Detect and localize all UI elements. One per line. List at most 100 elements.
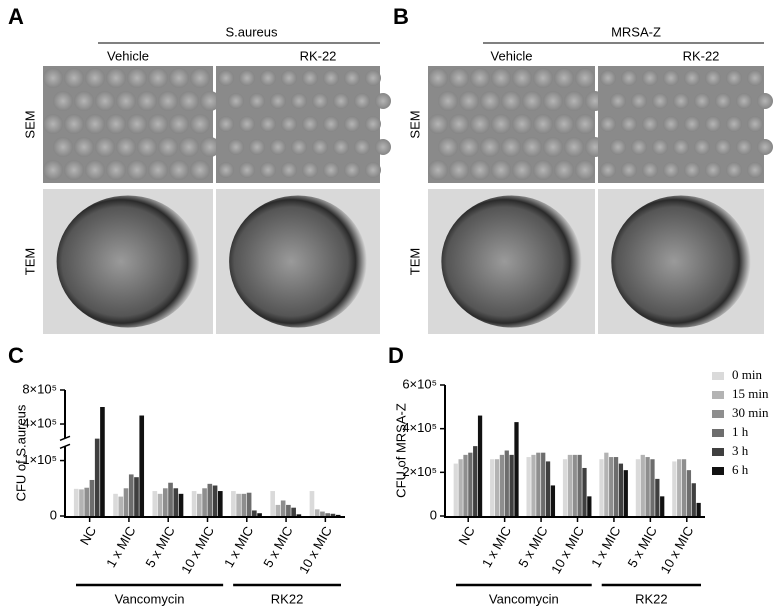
bar bbox=[604, 452, 609, 516]
cell bbox=[56, 195, 200, 328]
bar bbox=[599, 459, 604, 516]
coccus bbox=[600, 70, 616, 86]
coccus bbox=[673, 139, 689, 155]
coccus bbox=[270, 139, 286, 155]
bar bbox=[217, 491, 223, 516]
bar bbox=[453, 463, 458, 516]
coccus bbox=[694, 139, 710, 155]
bar bbox=[577, 454, 582, 516]
bar bbox=[582, 467, 587, 516]
bar bbox=[113, 493, 118, 516]
coccus bbox=[554, 68, 574, 88]
coccus bbox=[43, 114, 63, 134]
coccus bbox=[127, 114, 147, 134]
coccus bbox=[600, 116, 616, 132]
coccus bbox=[621, 70, 637, 86]
bar bbox=[173, 488, 179, 516]
bar bbox=[73, 488, 79, 516]
x-tick-label: 5 x MIC bbox=[142, 524, 177, 570]
coccus bbox=[333, 139, 349, 155]
coccus bbox=[642, 162, 658, 178]
coccus bbox=[375, 93, 391, 109]
coccus bbox=[281, 162, 297, 178]
legend-swatch bbox=[712, 372, 724, 380]
coccus bbox=[705, 162, 721, 178]
coccus bbox=[137, 137, 157, 157]
x-tick-label: 5 x MIC bbox=[260, 524, 295, 570]
column-label: Vehicle bbox=[491, 48, 533, 63]
coccus bbox=[344, 70, 360, 86]
coccus bbox=[533, 160, 553, 180]
coccus bbox=[642, 116, 658, 132]
y-tick-label: 4×10⁵ bbox=[22, 415, 57, 430]
coccus bbox=[564, 91, 584, 111]
coccus bbox=[438, 91, 458, 111]
bar bbox=[123, 488, 129, 516]
x-tick-label: 1 x MIC bbox=[588, 524, 623, 570]
coccus bbox=[631, 93, 647, 109]
coccus bbox=[64, 114, 84, 134]
coccus bbox=[470, 114, 490, 134]
coccus bbox=[491, 114, 511, 134]
coccus bbox=[106, 68, 126, 88]
y-tick-label: 1×10⁵ bbox=[22, 452, 57, 467]
bar bbox=[677, 459, 682, 516]
y-axis-title: CFU of MRSA-Z bbox=[393, 403, 408, 498]
bar bbox=[499, 454, 505, 516]
coccus bbox=[747, 70, 763, 86]
bar bbox=[257, 513, 262, 516]
coccus bbox=[228, 93, 244, 109]
coccus bbox=[106, 114, 126, 134]
coccus bbox=[375, 139, 391, 155]
coccus bbox=[575, 160, 595, 180]
row-label: SEM bbox=[22, 110, 37, 138]
coccus bbox=[694, 93, 710, 109]
coccus bbox=[736, 93, 752, 109]
x-tick-label: 10 x MIC bbox=[178, 524, 217, 577]
coccus bbox=[179, 137, 199, 157]
y-tick-label: 0 bbox=[50, 507, 57, 522]
legend-swatch bbox=[712, 448, 724, 456]
break-mark bbox=[59, 435, 71, 441]
bar bbox=[655, 478, 660, 516]
coccus bbox=[575, 68, 595, 88]
coccus bbox=[239, 162, 255, 178]
bar bbox=[94, 438, 100, 516]
coccus bbox=[53, 137, 73, 157]
coccus bbox=[344, 162, 360, 178]
coccus bbox=[64, 68, 84, 88]
coccus bbox=[684, 116, 700, 132]
row-label: TEM bbox=[407, 248, 422, 275]
coccus bbox=[249, 93, 265, 109]
legend-label: 30 min bbox=[732, 405, 769, 420]
group-label: Vancomycin bbox=[489, 591, 559, 606]
bar bbox=[504, 450, 509, 516]
bar bbox=[681, 459, 687, 516]
coccus bbox=[459, 91, 479, 111]
coccus bbox=[533, 114, 553, 134]
break-mark bbox=[59, 443, 71, 449]
bar bbox=[645, 457, 650, 516]
panel-label: D bbox=[388, 343, 404, 368]
coccus bbox=[621, 162, 637, 178]
coccus bbox=[158, 91, 178, 111]
bar bbox=[509, 454, 514, 516]
bar bbox=[536, 452, 541, 516]
coccus bbox=[512, 160, 532, 180]
coccus bbox=[652, 139, 668, 155]
bar bbox=[541, 452, 546, 516]
coccus bbox=[365, 162, 381, 178]
bar bbox=[635, 459, 641, 516]
bar bbox=[691, 483, 696, 516]
bar bbox=[335, 514, 341, 516]
bar bbox=[330, 513, 336, 516]
bar bbox=[207, 483, 213, 516]
bar bbox=[89, 479, 95, 516]
coccus bbox=[684, 162, 700, 178]
coccus bbox=[148, 160, 168, 180]
coccus bbox=[95, 91, 115, 111]
coccus bbox=[543, 91, 563, 111]
axis-break bbox=[58, 438, 72, 447]
bar bbox=[650, 459, 655, 516]
